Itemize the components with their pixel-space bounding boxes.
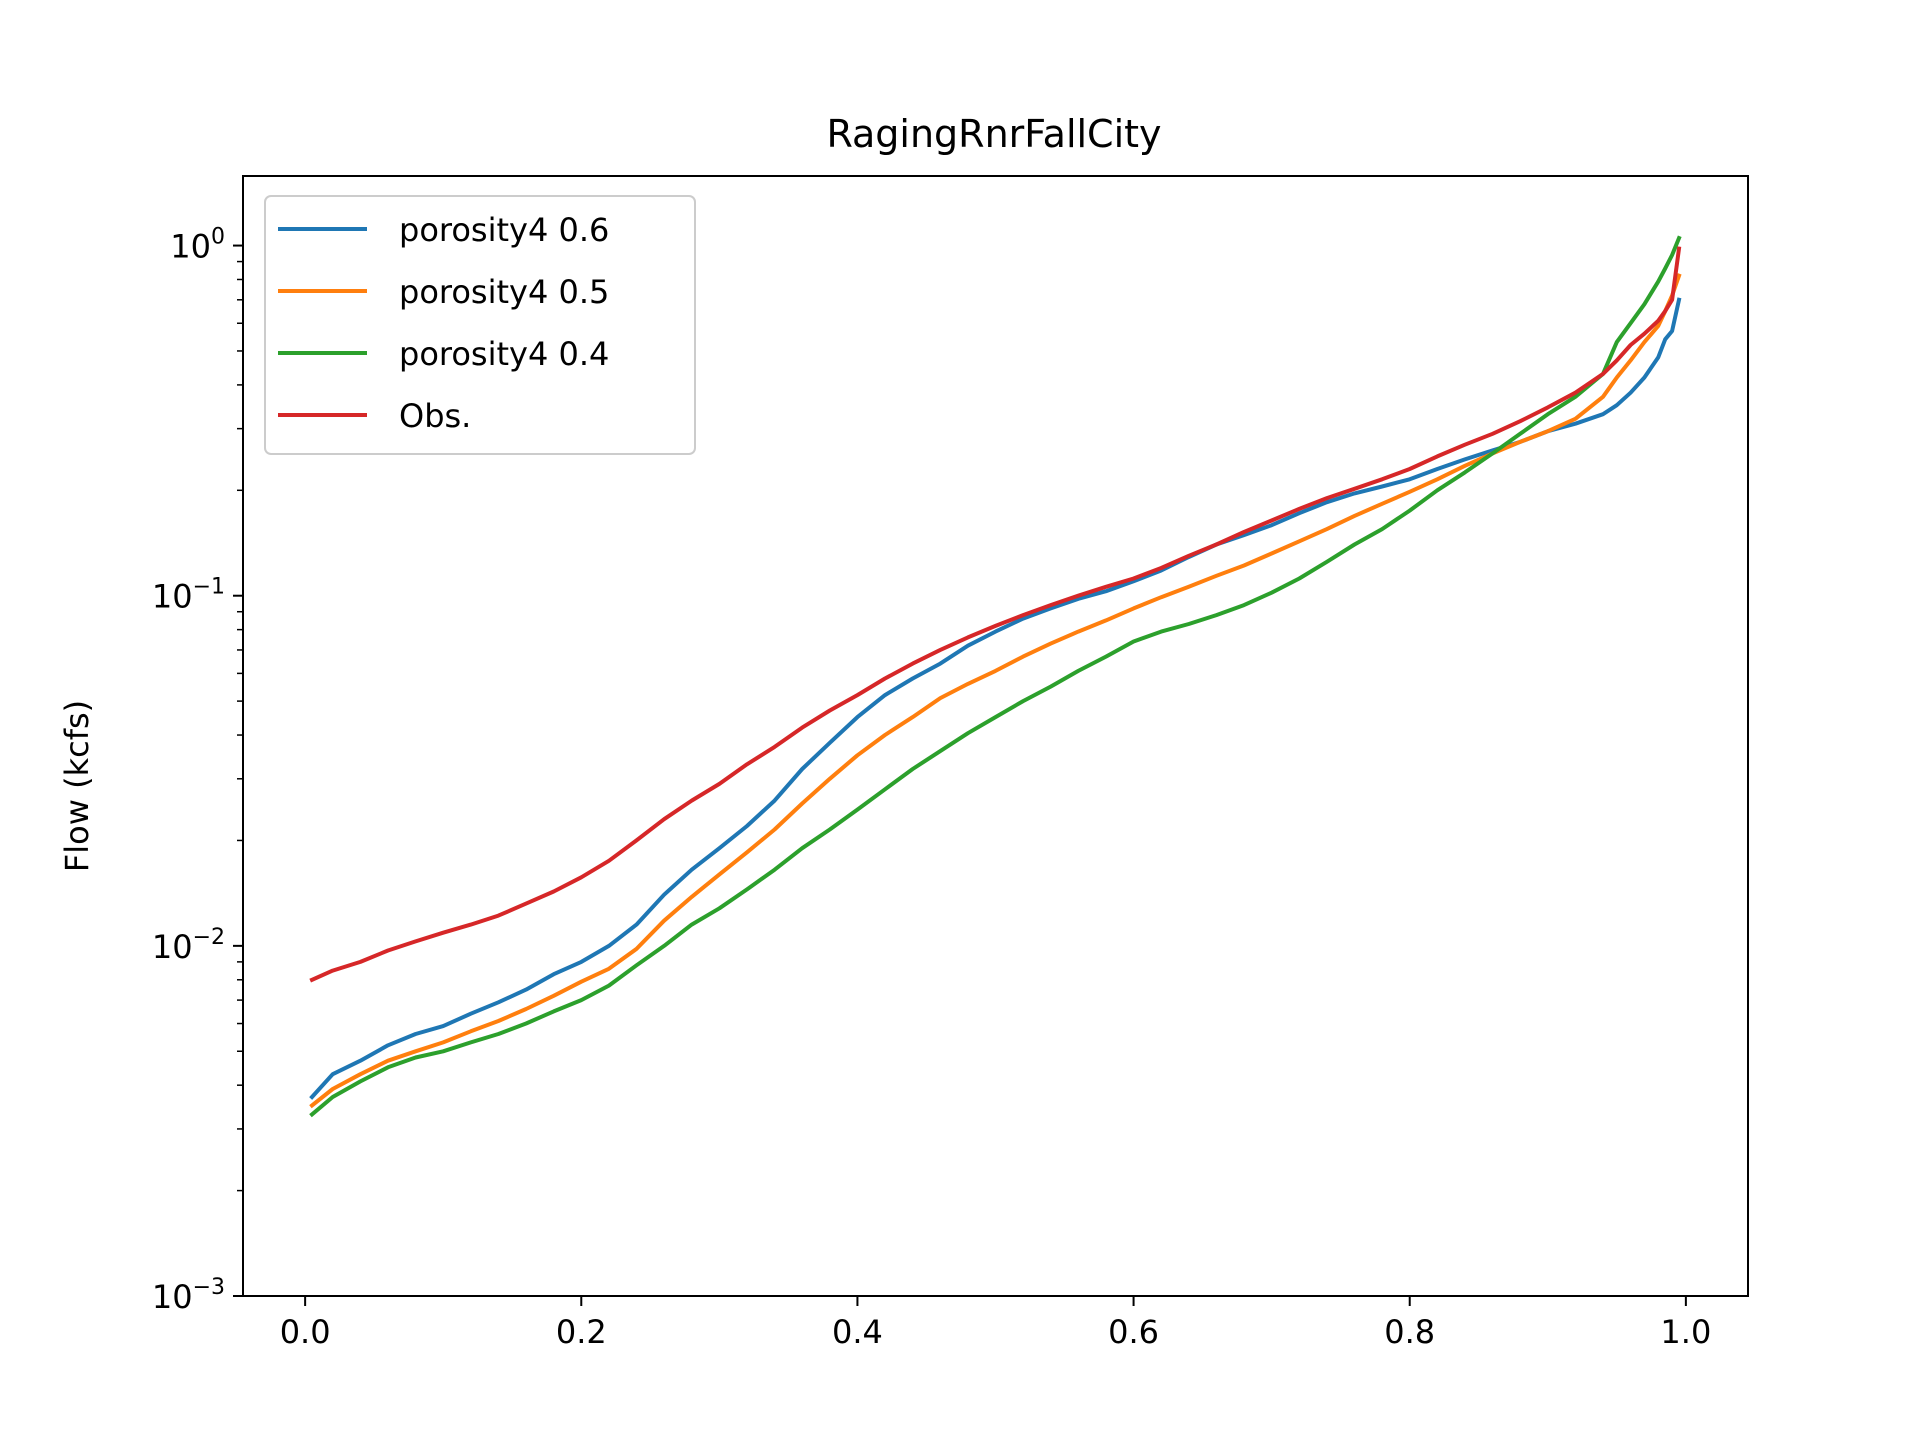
x-tick-label: 1.0 [1660,1313,1711,1351]
y-tick-label: 10−1 [152,575,225,616]
legend-label: porosity4 0.4 [399,335,609,373]
x-tick-label: 0.4 [832,1313,883,1351]
series-line-1 [309,273,1682,1109]
y-axis-ticks: 10−3 10−2 10−1 100 [152,225,243,1316]
x-tick-label: 0.2 [556,1313,607,1351]
legend-label: porosity4 0.6 [399,211,609,249]
legend-label: porosity4 0.5 [399,273,609,311]
x-axis-ticks: 0.0 0.2 0.4 0.6 0.8 1.0 [280,1296,1711,1351]
y-tick-label: 100 [170,225,225,266]
series-line-2 [309,235,1682,1118]
legend: porosity4 0.6 porosity4 0.5 porosity4 0.4 O… [264,195,696,455]
x-tick-label: 0.0 [280,1313,331,1351]
plot-frame [242,175,1749,1297]
series-line-3 [309,246,1682,983]
chart-title: RagingRnrFallCity [826,112,1161,156]
legend-label: Obs. [399,397,471,435]
series-layer [309,235,1682,1118]
x-tick-label: 0.6 [1108,1313,1159,1351]
y-tick-label: 10−2 [152,925,225,966]
y-tick-label: 10−3 [152,1275,225,1316]
y-axis-label: Flow (kcfs) [58,700,96,872]
legend-box [264,195,696,455]
x-tick-label: 0.8 [1384,1313,1435,1351]
